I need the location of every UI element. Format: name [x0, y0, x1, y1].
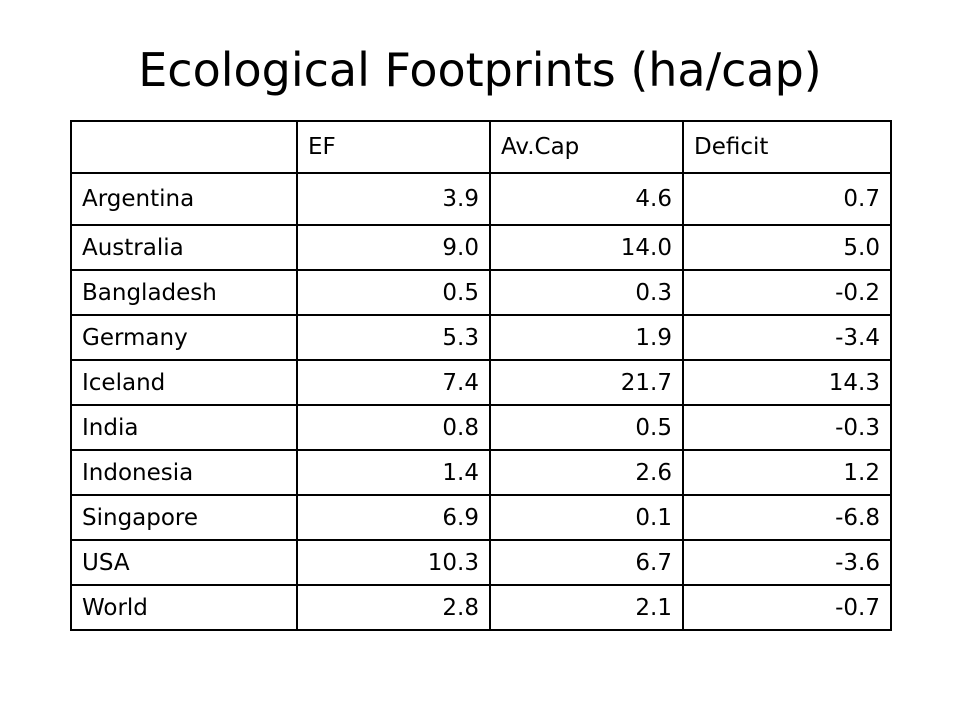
- avcap-cell: 1.9: [489, 314, 684, 361]
- table-row: Iceland 7.4 21.7 14.3: [70, 359, 892, 406]
- country-cell: USA: [70, 539, 298, 586]
- avcap-cell: 0.1: [489, 494, 684, 541]
- avcap-cell: 14.0: [489, 224, 684, 271]
- country-cell: Argentina: [70, 172, 298, 226]
- table-row: India 0.8 0.5 -0.3: [70, 404, 892, 451]
- avcap-cell: 21.7: [489, 359, 684, 406]
- avcap-cell: 0.5: [489, 404, 684, 451]
- country-cell: India: [70, 404, 298, 451]
- ef-cell: 7.4: [296, 359, 491, 406]
- deficit-cell: -0.3: [682, 404, 892, 451]
- ef-cell: 5.3: [296, 314, 491, 361]
- country-cell: Bangladesh: [70, 269, 298, 316]
- country-cell: World: [70, 584, 298, 631]
- ef-cell: 6.9: [296, 494, 491, 541]
- country-cell: Singapore: [70, 494, 298, 541]
- deficit-cell: -0.7: [682, 584, 892, 631]
- table-row: Germany 5.3 1.9 -3.4: [70, 314, 892, 361]
- avcap-cell: 4.6: [489, 172, 684, 226]
- deficit-cell: 0.7: [682, 172, 892, 226]
- deficit-cell: -3.4: [682, 314, 892, 361]
- table-row: Argentina 3.9 4.6 0.7: [70, 172, 892, 226]
- ef-cell: 1.4: [296, 449, 491, 496]
- ef-cell: 0.8: [296, 404, 491, 451]
- avcap-cell: 6.7: [489, 539, 684, 586]
- ef-cell: 9.0: [296, 224, 491, 271]
- country-cell: Australia: [70, 224, 298, 271]
- ef-cell: 0.5: [296, 269, 491, 316]
- ef-cell: 3.9: [296, 172, 491, 226]
- country-cell: Iceland: [70, 359, 298, 406]
- deficit-cell: 1.2: [682, 449, 892, 496]
- deficit-cell: -3.6: [682, 539, 892, 586]
- ef-cell: 10.3: [296, 539, 491, 586]
- footprint-table: EF Av.Cap Deficit Argentina 3.9 4.6 0.7 …: [70, 120, 892, 631]
- table-row: World 2.8 2.1 -0.7: [70, 584, 892, 631]
- table-header-row: EF Av.Cap Deficit: [70, 120, 892, 174]
- header-cell-ef: EF: [296, 120, 491, 174]
- header-cell-country: [70, 120, 298, 174]
- country-cell: Germany: [70, 314, 298, 361]
- deficit-cell: -6.8: [682, 494, 892, 541]
- deficit-cell: 5.0: [682, 224, 892, 271]
- table-row: Singapore 6.9 0.1 -6.8: [70, 494, 892, 541]
- avcap-cell: 2.6: [489, 449, 684, 496]
- deficit-cell: 14.3: [682, 359, 892, 406]
- table-row: USA 10.3 6.7 -3.6: [70, 539, 892, 586]
- ef-cell: 2.8: [296, 584, 491, 631]
- avcap-cell: 0.3: [489, 269, 684, 316]
- table-row: Bangladesh 0.5 0.3 -0.2: [70, 269, 892, 316]
- country-cell: Indonesia: [70, 449, 298, 496]
- header-cell-avcap: Av.Cap: [489, 120, 684, 174]
- table-row: Australia 9.0 14.0 5.0: [70, 224, 892, 271]
- avcap-cell: 2.1: [489, 584, 684, 631]
- page-title: Ecological Footprints (ha/cap): [138, 43, 822, 97]
- header-cell-deficit: Deficit: [682, 120, 892, 174]
- table-row: Indonesia 1.4 2.6 1.2: [70, 449, 892, 496]
- deficit-cell: -0.2: [682, 269, 892, 316]
